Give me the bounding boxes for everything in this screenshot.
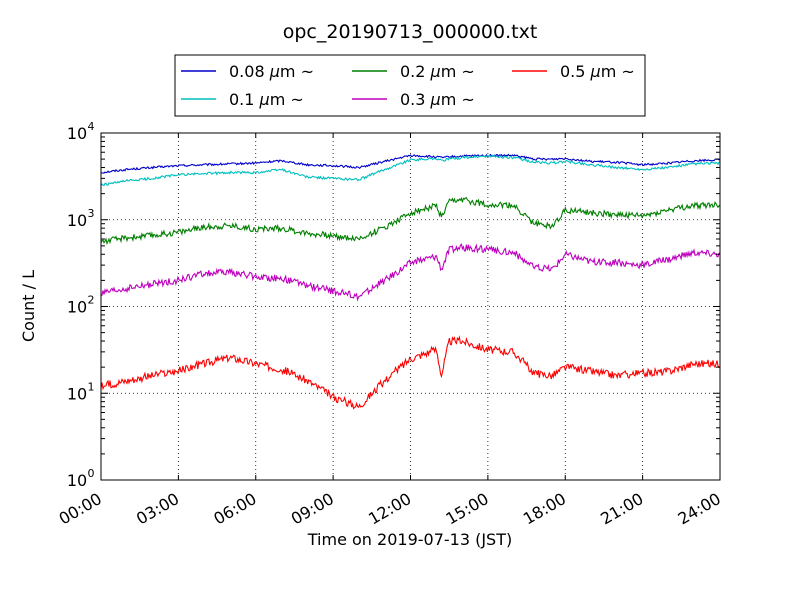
series-line-0-5 — [100, 335, 721, 410]
x-axis-label: Time on 2019-07-13 (JST) — [307, 530, 512, 549]
legend-label: 0.3 μm ~ — [400, 90, 475, 109]
y-axis-label: Count / L — [19, 270, 38, 342]
y-tick-exponent: 4 — [88, 120, 95, 133]
chart-title: opc_20190713_000000.txt — [283, 21, 538, 43]
y-tick-label: 10 — [67, 384, 87, 403]
series-line-0-2 — [100, 196, 721, 246]
y-tick-exponent: 3 — [88, 207, 95, 220]
y-tick-exponent: 2 — [88, 294, 95, 307]
series-line-0-08 — [100, 153, 721, 174]
legend-label: 0.5 μm ~ — [560, 62, 635, 81]
legend-label: 0.08 μm ~ — [229, 62, 314, 81]
series-line-0-1 — [100, 154, 721, 187]
y-tick-label: 10 — [67, 471, 87, 490]
series-line-0-3 — [100, 243, 721, 302]
series-lines — [100, 153, 721, 410]
y-tick-label: 10 — [67, 298, 87, 317]
legend-label: 0.1 μm ~ — [229, 90, 304, 109]
y-tick-exponent: 0 — [88, 467, 95, 480]
y-tick-label: 10 — [67, 211, 87, 230]
y-tick-label: 10 — [67, 124, 87, 143]
legend: 0.08 μm ~ 0.1 μm ~ 0.2 μm ~ 0.3 μm ~ 0.5 μm … — [174, 54, 646, 117]
legend-box — [174, 54, 646, 117]
y-tick-exponent: 1 — [88, 380, 95, 393]
legend-label: 0.2 μm ~ — [400, 62, 475, 81]
